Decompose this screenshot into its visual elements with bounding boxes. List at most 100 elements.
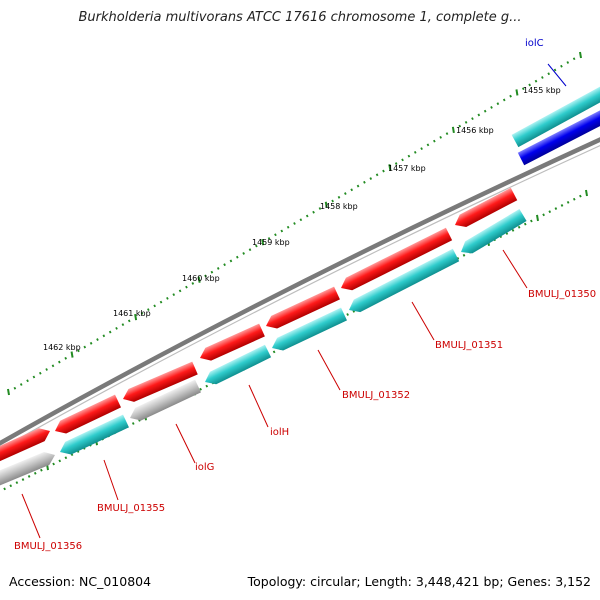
outer-tick	[26, 379, 29, 383]
outer-tick	[471, 117, 474, 121]
scale-label-1458: 1458 kbp	[320, 202, 358, 211]
gene-bar-left-red-0[interactable]	[0, 425, 53, 465]
outer-tick	[83, 345, 87, 349]
gene-label-iolC[interactable]: iolC	[525, 38, 544, 49]
gene-bar-red-3[interactable]	[197, 323, 265, 365]
outer-tick	[210, 270, 214, 274]
gene-label-iolH[interactable]: iolH	[270, 427, 289, 438]
scale-ticks	[3, 51, 588, 491]
scale-label-1456: 1456 kbp	[456, 126, 494, 135]
outer-tick	[153, 304, 156, 308]
gene-label-BMULJ_01355[interactable]: BMULJ_01355	[97, 503, 165, 514]
outer-tick	[127, 319, 131, 323]
scale-label-1459: 1459 kbp	[252, 238, 290, 247]
gene-bar-red-1[interactable]	[52, 394, 122, 438]
gene-bar-red-5[interactable]	[338, 227, 453, 295]
inner-tick	[511, 228, 515, 232]
outer-tick	[140, 311, 144, 315]
gene-bar-iolG[interactable]	[127, 379, 201, 425]
gene-bar-red-2[interactable]	[120, 361, 198, 406]
inner-tick	[15, 481, 19, 485]
outer-tick	[413, 150, 417, 154]
outer-tick	[464, 120, 468, 124]
gene-label-BMULJ_01350[interactable]: BMULJ_01350	[528, 289, 596, 300]
inner-tick	[462, 253, 466, 257]
gene-bar-BMULJ_01351[interactable]	[346, 248, 460, 316]
scale-label-1462: 1462 kbp	[43, 343, 81, 352]
leader-BMULJ_01355	[103, 459, 119, 501]
outer-tick	[235, 255, 239, 259]
genome-summary-text: Topology: circular; Length: 3,448,421 bp…	[247, 574, 591, 589]
gene-bar-BMULJ_01355[interactable]	[57, 414, 129, 459]
accession-text: Accession: NC_010804	[9, 574, 152, 589]
outer-tick	[426, 143, 430, 147]
outer-tick	[318, 207, 322, 210]
outer-tick	[541, 76, 544, 79]
leader-BMULJ_01350	[502, 249, 528, 289]
outer-tick	[579, 51, 582, 59]
gene-bar-BMULJ_01356[interactable]	[0, 449, 58, 489]
backbone-outer	[0, 137, 600, 446]
inner-tick	[554, 207, 558, 210]
inner-tick	[52, 462, 55, 466]
outer-tick	[121, 323, 125, 327]
inner-tick	[9, 484, 13, 488]
inner-tick	[517, 225, 521, 229]
outer-tick	[147, 308, 150, 312]
outer-tick	[331, 199, 334, 203]
inner-tick	[572, 197, 576, 201]
outer-tick	[204, 274, 207, 278]
gene-bar-BMULJ_01350[interactable]	[457, 208, 527, 258]
outer-tick	[560, 64, 563, 68]
leader-iolH	[248, 384, 269, 428]
outer-tick	[172, 293, 176, 297]
scale-label-1461: 1461 kbp	[113, 309, 151, 318]
outer-tick	[166, 296, 169, 300]
outer-tick	[312, 210, 315, 214]
inner-tick	[548, 210, 552, 214]
outer-tick	[248, 248, 252, 252]
outer-tick	[356, 184, 360, 188]
scale-label-1457: 1457 kbp	[388, 164, 426, 173]
outer-tick	[191, 282, 195, 285]
outer-tick	[369, 177, 373, 180]
scale-label-1460: 1460 kbp	[182, 274, 220, 283]
outer-tick	[102, 334, 106, 338]
gene-bar-BMULJ_01352[interactable]	[269, 307, 347, 355]
outer-tick	[458, 124, 462, 128]
inner-tick	[21, 478, 25, 481]
outer-tick	[89, 341, 93, 345]
inner-tick	[346, 313, 349, 316]
inner-tick	[27, 475, 31, 478]
gene-label-BMULJ_01352[interactable]: BMULJ_01352	[342, 390, 410, 401]
outer-tick	[477, 113, 481, 117]
outer-tick	[267, 237, 271, 240]
outer-tick	[553, 68, 557, 72]
outer-tick	[185, 285, 188, 289]
outer-tick	[509, 94, 512, 98]
gene-label-iolG[interactable]: iolG	[195, 462, 214, 473]
gene-label-BMULJ_01356[interactable]: BMULJ_01356	[14, 541, 82, 552]
outer-tick	[528, 83, 531, 87]
outer-tick	[363, 180, 366, 184]
outer-tick	[566, 61, 570, 64]
outer-tick	[305, 214, 309, 218]
leader-BMULJ_01352	[317, 349, 341, 391]
gene-bar-iolC-blue[interactable]	[517, 105, 600, 166]
outer-tick	[445, 132, 449, 136]
scale-label-1455: 1455 kbp	[523, 86, 561, 95]
gene-bar-iolC[interactable]	[511, 81, 600, 148]
outer-tick	[521, 87, 525, 91]
gene-bar-red-6[interactable]	[452, 187, 518, 231]
outer-tick	[32, 375, 36, 379]
gene-bar-iolH[interactable]	[202, 344, 272, 389]
genes[interactable]	[0, 81, 600, 489]
outer-tick	[433, 139, 436, 143]
inner-tick	[456, 257, 460, 260]
outer-tick	[45, 368, 48, 371]
gene-label-BMULJ_01351[interactable]: BMULJ_01351	[435, 340, 503, 351]
outer-tick	[324, 201, 328, 208]
outer-tick	[388, 164, 392, 171]
gene-bar-red-4[interactable]	[263, 286, 340, 333]
